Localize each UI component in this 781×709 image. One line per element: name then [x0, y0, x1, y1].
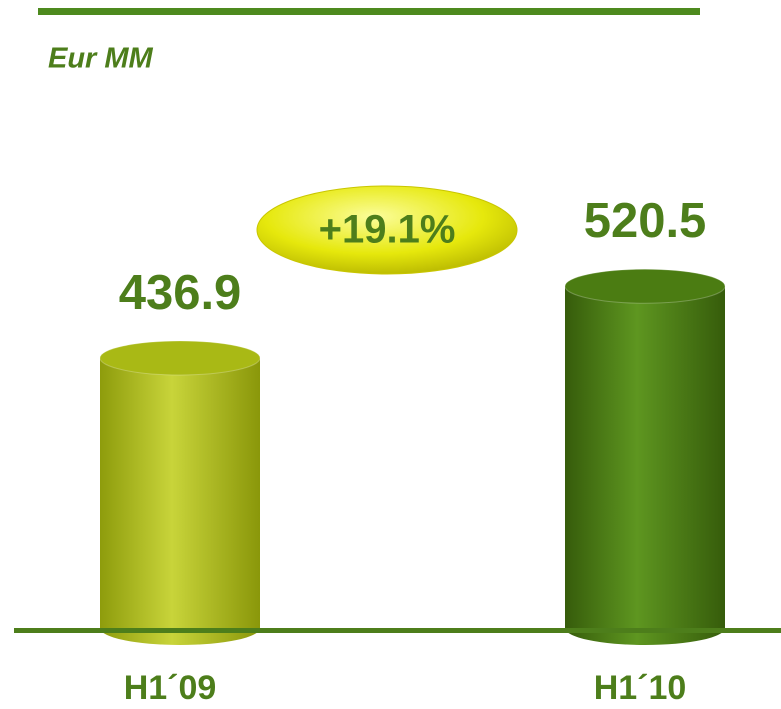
bar	[564, 268, 726, 645]
bar-top	[99, 340, 261, 376]
subtitle: Eur MM	[48, 43, 154, 75]
bar-body	[100, 357, 260, 628]
value-label: 520.5	[584, 194, 707, 248]
bar-top	[564, 268, 726, 304]
annotation: +19.1%	[319, 208, 456, 252]
x-tick-label: H1´09	[124, 669, 217, 707]
bar-body	[565, 286, 725, 628]
bars	[99, 268, 726, 645]
top-rule	[38, 8, 700, 15]
annotation-badge	[256, 185, 518, 275]
baseline	[14, 628, 781, 633]
bar	[99, 340, 261, 645]
x-tick-label: H1´10	[594, 669, 687, 707]
value-label: 436.9	[119, 266, 242, 320]
